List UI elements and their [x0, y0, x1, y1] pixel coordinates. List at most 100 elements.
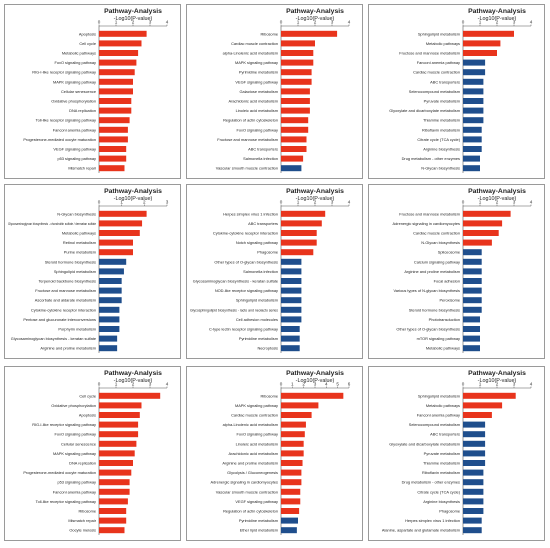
chart-panel: Pathway-Analysis -Log10(P-value) 0 1 2 3 4 Sphi… — [368, 366, 545, 541]
category-label: Riboflavin metabolism — [422, 470, 460, 475]
category-label: Glyoxylate and dicarboxylate metabolism — [389, 441, 460, 446]
category-label: Oocyte meiosis — [69, 528, 96, 533]
bar — [99, 297, 122, 304]
x-tick-label: 4 — [348, 200, 351, 205]
category-label: Regulation of actin cytoskeleton — [223, 118, 278, 123]
bar — [281, 498, 301, 505]
category-label: Linoleic acid metabolism — [236, 108, 278, 113]
bar — [463, 107, 484, 114]
bar — [281, 527, 297, 534]
chart-title: Pathway-Analysis — [286, 370, 344, 377]
bar — [463, 210, 511, 217]
bar — [99, 508, 127, 514]
bar — [281, 258, 302, 265]
x-tick-label: 2 — [143, 200, 146, 205]
x-tick-label: 0 — [280, 200, 283, 205]
category-label: RIG-I-like receptor signaling pathway — [32, 70, 96, 75]
x-tick-label: 4 — [530, 200, 533, 205]
category-label: Fructose and mannose metabolism — [399, 211, 460, 216]
category-label: Vascular smooth muscle contraction — [216, 166, 278, 171]
category-label: Glycosphingolipid biosynthesis - lacto a… — [190, 307, 278, 312]
x-tick-label: 1 — [479, 382, 482, 387]
category-label: N-Glycan biosynthesis — [57, 211, 96, 216]
chart-panel: Pathway-Analysis -Log10(P-value) 0 1 2 3 4 Cell… — [4, 366, 181, 541]
category-label: Cardiac muscle contraction — [413, 70, 460, 75]
category-label: Alanine, aspartate and glutamate metabol… — [382, 528, 460, 533]
bar — [99, 30, 147, 37]
category-label: Fructose and mannose metabolism — [399, 51, 460, 56]
category-label: Apoptosis — [79, 413, 96, 418]
category-label: Toll-like receptor signaling pathway — [36, 499, 96, 504]
x-tick-label: 3 — [331, 20, 334, 25]
bar — [281, 479, 302, 486]
bar — [463, 78, 484, 85]
category-label: Mismatch repair — [68, 518, 96, 523]
x-tick-label: 0 — [462, 382, 465, 387]
x-tick-label: 4 — [166, 20, 169, 25]
x-axis-label: -Log10(P-value) — [114, 16, 153, 22]
bar — [281, 508, 300, 514]
bar — [281, 155, 304, 162]
bar — [463, 335, 480, 342]
category-label: ABC transporters — [248, 147, 278, 152]
x-axis-label: -Log10(P-value) — [114, 378, 153, 384]
x-axis-label: -Log10(P-value) — [478, 196, 517, 202]
bar — [463, 498, 484, 505]
bar-chart: Pathway-Analysis-Log10(P-value) 0 1 2 3 N-Gly… — [8, 188, 169, 353]
bar-chart: Pathway-Analysis-Log10(P-value) 0 1 2 3 4 Sphi… — [382, 370, 533, 535]
x-tick-label: 3 — [513, 382, 516, 387]
bar — [281, 210, 326, 217]
x-tick-label: 4 — [348, 20, 351, 25]
category-label: Fanconi anemia pathway — [53, 127, 96, 132]
bar — [99, 517, 127, 524]
x-tick-label: 1 — [479, 20, 482, 25]
x-tick-label: 0 — [280, 20, 283, 25]
chart-title: Pathway-Analysis — [468, 188, 526, 195]
bar — [99, 40, 142, 47]
category-label: Other types of O-glycan biosynthesis — [214, 259, 278, 264]
bar — [99, 155, 127, 162]
bar — [463, 258, 482, 265]
category-label: Adrenergic signaling in cardiomyocytes — [393, 221, 461, 226]
category-label: Herpes simplex virus 1 infection — [405, 518, 460, 523]
chart-title: Pathway-Analysis — [468, 370, 526, 377]
bar — [99, 146, 127, 152]
category-label: Fanconi anemia pathway — [417, 413, 460, 418]
category-label: Focal adhesion — [434, 279, 460, 284]
bar — [463, 517, 482, 524]
x-tick-label: 2 — [302, 382, 305, 387]
bar — [281, 431, 305, 438]
chart-panel: Pathway-Analysis -Log10(P-value) 0 1 2 3 4 Ribo… — [186, 4, 363, 179]
chart-panel: Pathway-Analysis -Log10(P-value) 0 1 2 3 4 Fruc… — [368, 184, 545, 359]
category-label: Arginine biosynthesis — [423, 147, 460, 152]
bar — [463, 59, 486, 66]
category-label: Retinol metabolism — [63, 240, 96, 245]
category-label: Glyoxylate and dicarboxylate metabolism — [389, 108, 460, 113]
bar — [463, 220, 503, 227]
category-label: Drug metabolism - other enzymes — [402, 156, 460, 161]
bar — [463, 249, 482, 256]
category-label: Porphyrin metabolism — [58, 327, 96, 332]
category-label: Various types of N-glycan biosynthesis — [393, 288, 460, 293]
category-label: Spliceosome — [438, 250, 460, 255]
chart-title: Pathway-Analysis — [286, 188, 344, 195]
category-label: Pyruvate metabolism — [424, 99, 460, 104]
bar — [281, 88, 310, 95]
category-label: Ribosome — [260, 31, 278, 36]
category-label: Necroptosis — [257, 346, 278, 351]
category-label: Metabolic pathways — [62, 231, 96, 236]
x-tick-label: 3 — [149, 20, 152, 25]
category-label: alpha-Linolenic acid metabolism — [223, 51, 278, 56]
category-label: VEGF signaling pathway — [235, 79, 278, 84]
chart-panel: Pathway-Analysis -Log10(P-value) 0 1 2 3 4 Sphi… — [368, 4, 545, 179]
bar — [99, 287, 122, 294]
bar-chart: Pathway-Analysis-Log10(P-value) 0 1 2 3 4 5 6 Ri… — [211, 370, 351, 535]
bar — [281, 59, 314, 66]
category-label: Glycosaminoglycan biosynthesis - chondro… — [8, 221, 96, 226]
bar — [281, 402, 319, 409]
bar — [463, 479, 484, 486]
bar — [463, 30, 514, 37]
category-label: Ribosome — [260, 393, 278, 398]
bar — [99, 488, 130, 495]
bar — [463, 40, 501, 47]
